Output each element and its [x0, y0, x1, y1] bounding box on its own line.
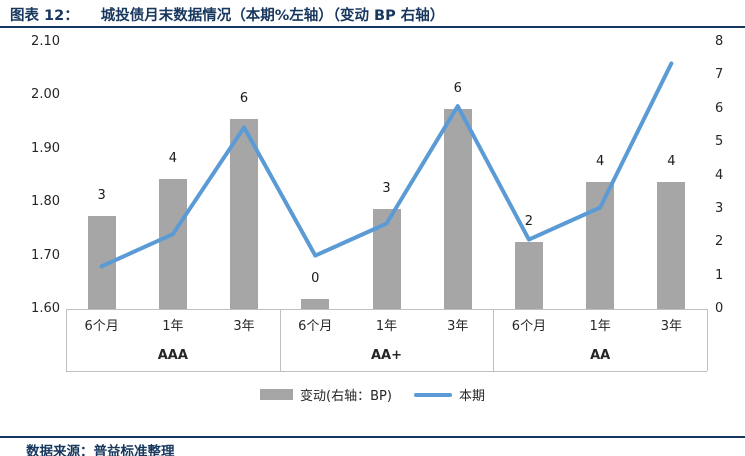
bar	[158, 178, 187, 309]
category-label: 3年	[660, 319, 683, 334]
bar	[301, 298, 330, 309]
bar-data-label: 0	[311, 270, 320, 286]
y-axis-tick-label-left: 1.60	[31, 301, 60, 316]
category-label: 1年	[375, 319, 398, 334]
axis-group-divider	[279, 309, 281, 371]
y-axis-tick-label-left: 1.70	[31, 247, 60, 263]
y-axis-tick-label-left: 1.90	[31, 140, 60, 156]
legend-label: 变动(右轴：BP)	[300, 389, 392, 404]
y-axis-tick-label-right: 5	[715, 134, 724, 150]
category-label: 3年	[447, 319, 469, 334]
legend-swatch-line	[413, 392, 452, 397]
figure-number: 图表 12：	[10, 8, 79, 24]
bar-data-label: 3	[97, 187, 106, 203]
bar-data-label: 6	[453, 80, 462, 96]
group-label: AA+	[370, 348, 402, 363]
data-source-text: 数据来源：普益标准整理	[26, 444, 175, 456]
group-label: AA	[590, 348, 611, 363]
y-axis-tick-label-right: 0	[715, 301, 724, 316]
y-axis-tick-label-right: 3	[715, 200, 724, 216]
bar	[514, 242, 543, 309]
figure-title: 图表 12： 城投债月末数据情况（本期%左轴）（变动 BP 右轴）	[10, 4, 444, 25]
bar	[230, 118, 259, 309]
axis-group-divider	[707, 309, 708, 371]
bar	[443, 108, 472, 309]
y-axis-tick-label-left: 1.80	[31, 194, 60, 210]
bar-data-label: 6	[239, 90, 249, 106]
axis-group-divider	[493, 309, 495, 371]
category-label: 1年	[589, 319, 611, 334]
legend-swatch-bar	[260, 389, 294, 400]
bar-data-label: 4	[667, 154, 676, 170]
data-source: 数据来源：普益标准整理	[26, 440, 175, 456]
bar-data-label: 3	[382, 180, 391, 196]
legend-label: 本期	[458, 389, 485, 404]
category-label: 3年	[233, 319, 255, 334]
bar-data-label: 4	[168, 150, 177, 166]
title-divider	[0, 26, 745, 28]
axis-group-divider	[66, 309, 67, 371]
category-label: 6个月	[84, 319, 119, 334]
bar-data-label: 2	[524, 214, 534, 230]
category-box-bottom	[66, 371, 707, 372]
y-axis-tick-label-right: 8	[715, 34, 724, 49]
footer-divider	[0, 436, 745, 438]
chart-legend: 变动(右轴：BP) 本期	[0, 385, 745, 404]
legend-item: 本期	[413, 385, 485, 404]
category-label: 6个月	[298, 319, 333, 334]
x-axis-line	[66, 309, 707, 310]
y-axis-tick-label-right: 4	[715, 167, 724, 183]
figure-title-text: 城投债月末数据情况（本期%左轴）（变动 BP 右轴）	[100, 8, 445, 24]
y-axis-tick-label-left: 2.00	[31, 87, 60, 103]
group-label: AAA	[157, 348, 188, 363]
y-axis-tick-label-right: 1	[715, 267, 724, 283]
legend-item: 变动(右轴：BP)	[260, 385, 392, 404]
y-axis-tick-label-left: 2.10	[31, 34, 60, 49]
line-series-path	[99, 61, 674, 269]
category-label: 6个月	[511, 319, 547, 334]
line-series	[99, 61, 674, 269]
bar	[657, 182, 686, 309]
y-axis-tick-label-right: 2	[715, 234, 724, 250]
y-axis-tick-label-right: 6	[715, 100, 724, 116]
category-label: 1年	[162, 319, 184, 334]
y-axis-tick-label-right: 7	[715, 67, 724, 83]
bar-data-label: 4	[596, 154, 605, 170]
